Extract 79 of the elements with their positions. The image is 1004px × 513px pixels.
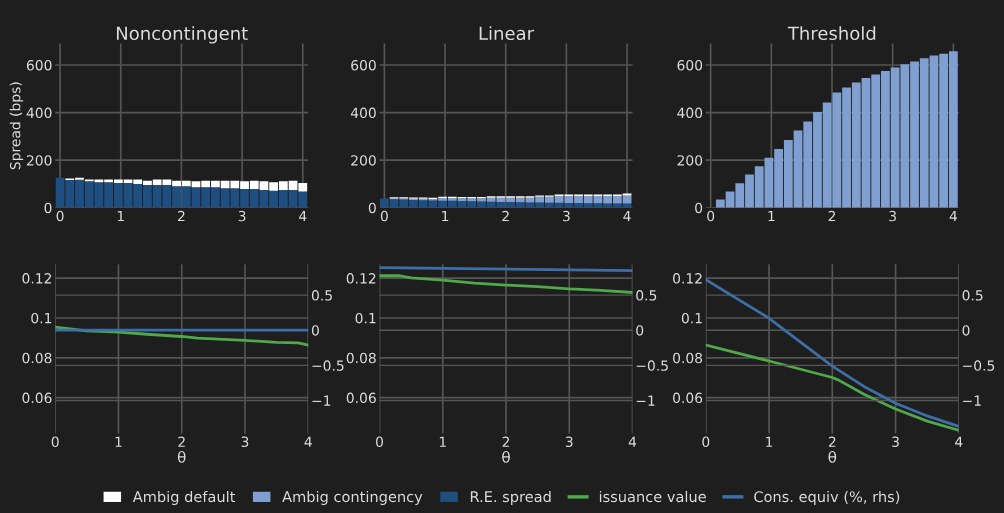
- x-tick-label: 4: [299, 210, 307, 222]
- x-tick-label: 2: [178, 210, 185, 222]
- x-tick-label: 2: [502, 436, 510, 447]
- y-tick-label: 600: [351, 59, 376, 71]
- x-tick-label: 2: [502, 210, 509, 222]
- y-tick-label: 0.12: [673, 273, 702, 284]
- y-tick-label: 400: [26, 107, 52, 119]
- y-tick-label: 600: [26, 59, 52, 71]
- x-tick-label: 0: [56, 210, 64, 222]
- y2-tick-label: −1: [636, 395, 655, 406]
- y2-tick-label: 0: [311, 325, 319, 336]
- y-tick-label: 600: [677, 59, 703, 71]
- chart-title: Noncontingent: [116, 26, 248, 44]
- y-tick-label: 0.06: [346, 392, 376, 404]
- y2-tick-label: 0.5: [962, 290, 983, 301]
- legend-label: R.E. spread: [470, 490, 551, 506]
- y-tick-label: 0.08: [22, 352, 52, 364]
- line-series: [705, 343, 959, 432]
- x-tick-label: 4: [949, 210, 957, 222]
- x-tick-label: 3: [892, 436, 899, 448]
- y-tick-label: 200: [351, 155, 376, 166]
- y2-tick-label: 0: [962, 325, 970, 336]
- x-tick-label: 0: [707, 210, 715, 222]
- x-tick-label: 4: [955, 436, 963, 447]
- x-tick-label: 1: [115, 436, 122, 447]
- y-tick-label: 0.06: [22, 392, 52, 404]
- x-tick-label: 0: [380, 210, 388, 222]
- y2-tick-label: 0: [636, 325, 644, 336]
- y2-tick-label: −1: [963, 395, 981, 406]
- x-axis-title: θ: [828, 450, 837, 463]
- y-tick-label: 200: [677, 155, 703, 166]
- y2-tick-label: 0.5: [636, 290, 657, 301]
- y2-tick-label: −0.5: [963, 360, 995, 371]
- x-axis-title: θ: [177, 450, 186, 463]
- x-tick-label: 3: [565, 436, 573, 448]
- x-tick-label: 4: [304, 436, 312, 447]
- x-tick-label: 3: [241, 436, 249, 448]
- y-tick-label: 0.1: [31, 312, 52, 324]
- chart-title: Threshold: [787, 26, 876, 41]
- x-axis-title: θ: [502, 450, 510, 463]
- x-tick-label: 1: [766, 436, 773, 447]
- x-tick-label: 1: [117, 210, 124, 222]
- x-tick-label: 3: [563, 210, 570, 222]
- legend-label: Cons. equiv (%, rhs): [754, 490, 900, 506]
- chart-title: Linear: [479, 26, 535, 41]
- x-tick-label: 3: [889, 210, 896, 222]
- y-tick-label: 0.06: [673, 392, 703, 404]
- y-tick-label: 0.08: [673, 352, 703, 364]
- y-tick-label: 200: [26, 155, 52, 166]
- line-series: [705, 278, 959, 428]
- y2-tick-label: −1: [312, 395, 331, 406]
- y2-tick-label: 0.5: [311, 290, 332, 301]
- y-tick-label: 400: [350, 107, 376, 119]
- y2-tick-label: −0.5: [312, 360, 344, 371]
- y-axis-title: Spread (bps): [9, 82, 24, 170]
- legend-label: issuance value: [599, 490, 706, 503]
- y-tick-label: 0: [695, 202, 703, 214]
- x-tick-label: 4: [628, 436, 637, 447]
- x-tick-label: 3: [238, 210, 246, 222]
- y-tick-label: 0: [368, 202, 376, 214]
- y-tick-label: 0.1: [681, 312, 702, 324]
- y2-tick-label: −0.5: [636, 360, 668, 371]
- x-tick-label: 2: [178, 436, 185, 447]
- x-tick-label: 1: [439, 436, 446, 447]
- y-tick-label: 0.1: [355, 312, 376, 324]
- legend-label: Ambig contingency: [282, 490, 423, 506]
- x-tick-label: 4: [623, 210, 631, 222]
- line-series: [379, 274, 633, 294]
- x-tick-label: 2: [828, 436, 836, 447]
- x-tick-label: 2: [828, 210, 836, 222]
- x-tick-label: 0: [376, 436, 384, 448]
- y-tick-label: 0.12: [22, 273, 52, 284]
- y-tick-label: 400: [677, 107, 703, 119]
- x-tick-label: 1: [442, 210, 449, 222]
- y-tick-label: 0.12: [346, 273, 376, 284]
- y-tick-label: 0.08: [346, 352, 376, 364]
- y-tick-label: 0: [44, 202, 52, 214]
- legend-label: Ambig default: [132, 490, 236, 506]
- x-tick-label: 1: [768, 210, 775, 222]
